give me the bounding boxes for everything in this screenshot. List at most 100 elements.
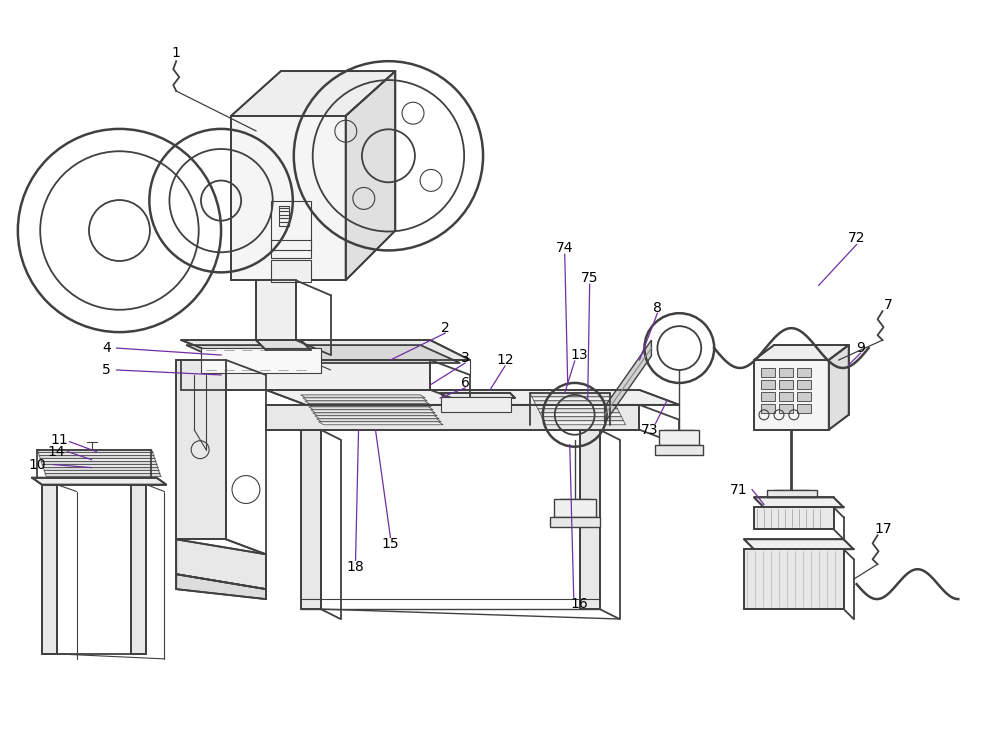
Polygon shape xyxy=(346,71,395,281)
Polygon shape xyxy=(605,340,651,423)
Polygon shape xyxy=(44,471,160,474)
Polygon shape xyxy=(536,405,618,409)
Polygon shape xyxy=(754,360,829,430)
Polygon shape xyxy=(231,71,395,116)
Polygon shape xyxy=(301,395,425,398)
Polygon shape xyxy=(532,397,614,401)
Polygon shape xyxy=(754,345,849,360)
Text: 74: 74 xyxy=(556,241,574,255)
Bar xyxy=(655,445,703,455)
Text: 72: 72 xyxy=(848,232,865,246)
Polygon shape xyxy=(301,430,321,609)
Polygon shape xyxy=(231,116,346,281)
Bar xyxy=(271,241,311,258)
Bar xyxy=(761,404,775,413)
Text: 17: 17 xyxy=(875,523,892,537)
Polygon shape xyxy=(42,485,57,654)
Text: 1: 1 xyxy=(172,46,181,61)
Text: 73: 73 xyxy=(641,423,658,437)
Polygon shape xyxy=(37,450,153,453)
Text: 6: 6 xyxy=(461,376,470,390)
Text: 16: 16 xyxy=(571,597,589,611)
Bar xyxy=(797,404,811,413)
Polygon shape xyxy=(176,360,226,539)
Polygon shape xyxy=(544,421,626,425)
Bar xyxy=(797,380,811,389)
Text: 12: 12 xyxy=(496,353,514,367)
Polygon shape xyxy=(40,459,156,461)
Polygon shape xyxy=(530,393,612,397)
Polygon shape xyxy=(309,407,433,410)
Bar xyxy=(779,368,793,377)
Bar xyxy=(271,200,311,251)
Polygon shape xyxy=(311,410,435,413)
Text: 71: 71 xyxy=(730,483,748,496)
Polygon shape xyxy=(744,539,854,549)
Polygon shape xyxy=(45,474,161,477)
Polygon shape xyxy=(303,398,427,401)
Polygon shape xyxy=(266,390,679,405)
Polygon shape xyxy=(829,345,849,430)
Polygon shape xyxy=(440,393,515,398)
Bar xyxy=(550,518,600,527)
Polygon shape xyxy=(540,413,622,417)
Text: 5: 5 xyxy=(102,363,111,377)
Polygon shape xyxy=(307,404,431,407)
Bar xyxy=(779,392,793,401)
Polygon shape xyxy=(319,422,443,425)
Polygon shape xyxy=(542,417,624,421)
Polygon shape xyxy=(266,405,639,430)
Polygon shape xyxy=(256,281,296,340)
Text: 11: 11 xyxy=(51,433,69,447)
Polygon shape xyxy=(41,461,157,464)
Text: 9: 9 xyxy=(856,341,865,355)
Polygon shape xyxy=(256,340,311,350)
Polygon shape xyxy=(580,430,600,609)
Text: 3: 3 xyxy=(461,351,470,365)
Text: 4: 4 xyxy=(102,341,111,355)
Polygon shape xyxy=(176,539,266,589)
Text: 2: 2 xyxy=(441,321,450,335)
Polygon shape xyxy=(181,340,470,360)
Text: 18: 18 xyxy=(347,560,364,574)
Bar xyxy=(441,397,511,412)
Text: 8: 8 xyxy=(653,301,662,315)
Polygon shape xyxy=(754,507,834,529)
Text: 13: 13 xyxy=(571,348,589,362)
Polygon shape xyxy=(305,401,429,404)
Text: 10: 10 xyxy=(28,458,46,472)
Polygon shape xyxy=(32,477,166,485)
Polygon shape xyxy=(39,456,155,459)
Bar xyxy=(779,380,793,389)
Bar xyxy=(761,392,775,401)
Bar xyxy=(201,348,321,373)
Polygon shape xyxy=(744,549,844,609)
Polygon shape xyxy=(313,413,437,416)
Polygon shape xyxy=(181,360,430,390)
Polygon shape xyxy=(176,574,266,599)
Polygon shape xyxy=(315,416,439,418)
Bar xyxy=(271,260,311,282)
Polygon shape xyxy=(186,345,460,363)
Polygon shape xyxy=(534,401,616,405)
Bar xyxy=(554,499,596,518)
Polygon shape xyxy=(538,409,620,413)
Polygon shape xyxy=(43,467,159,471)
Polygon shape xyxy=(754,497,844,507)
Bar xyxy=(797,368,811,377)
Text: 14: 14 xyxy=(48,445,66,459)
Bar xyxy=(659,430,699,445)
Bar xyxy=(279,206,289,225)
Bar xyxy=(779,404,793,413)
Polygon shape xyxy=(42,464,158,467)
Bar xyxy=(761,380,775,389)
Polygon shape xyxy=(38,453,154,456)
Bar xyxy=(761,368,775,377)
Text: 7: 7 xyxy=(884,298,893,312)
Bar xyxy=(767,489,817,497)
Text: 15: 15 xyxy=(382,537,399,551)
Polygon shape xyxy=(131,485,146,654)
Polygon shape xyxy=(317,418,441,422)
Bar xyxy=(797,392,811,401)
Text: 75: 75 xyxy=(581,271,598,285)
